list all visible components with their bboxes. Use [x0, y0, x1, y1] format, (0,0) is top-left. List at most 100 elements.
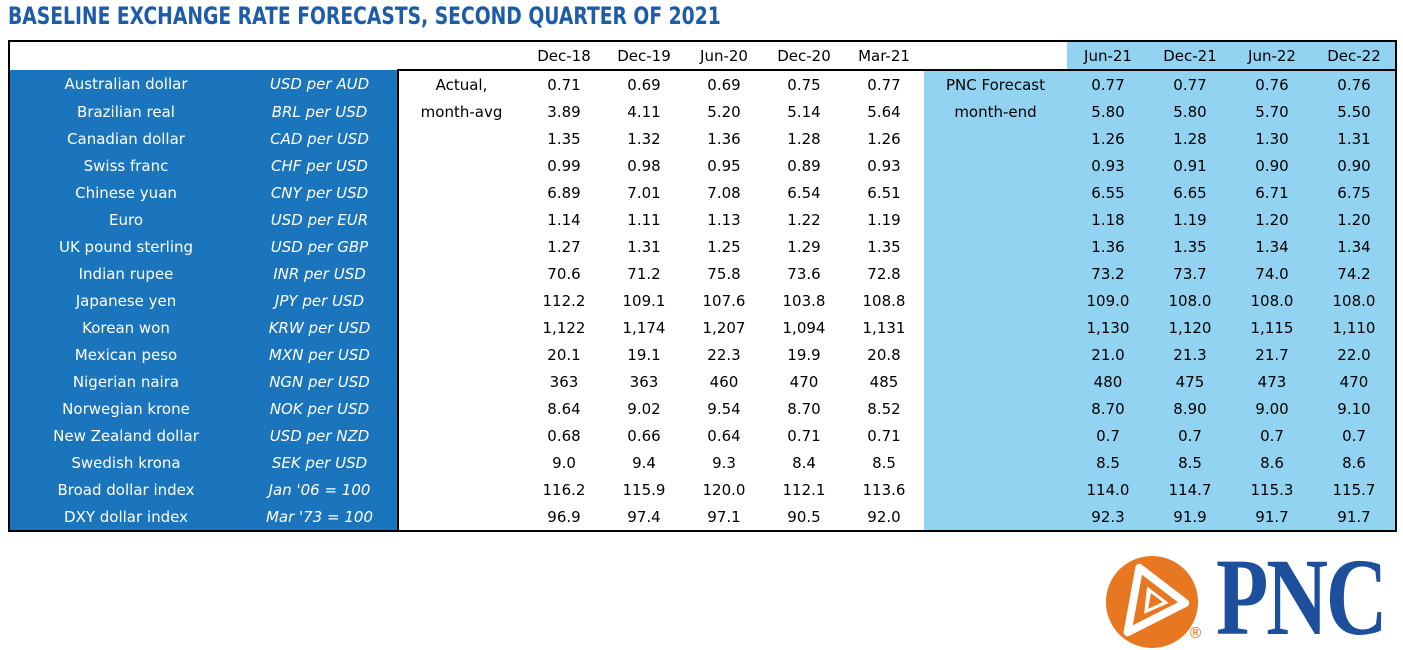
forecast-label-cell: [924, 179, 1067, 206]
actual-value-cell: 5.64: [844, 98, 924, 125]
forecast-value-cell: 21.7: [1231, 341, 1313, 368]
unit-cell: NOK per USD: [242, 395, 398, 422]
actual-value-cell: 97.4: [604, 503, 684, 531]
actual-value-cell: 9.3: [684, 449, 764, 476]
forecast-value-cell: 0.7: [1231, 422, 1313, 449]
unit-cell: JPY per USD: [242, 287, 398, 314]
actual-value-cell: 112.2: [524, 287, 604, 314]
forecast-value-cell: 1.20: [1231, 206, 1313, 233]
currency-name-cell: Swedish krona: [9, 449, 242, 476]
actual-value-cell: 8.52: [844, 395, 924, 422]
forecast-column-header: Dec-21: [1149, 41, 1231, 71]
actual-value-cell: 0.71: [844, 422, 924, 449]
forecast-value-cell: 73.2: [1067, 260, 1149, 287]
forecast-value-cell: 1,130: [1067, 314, 1149, 341]
actual-value-cell: 0.99: [524, 152, 604, 179]
table-row: Indian rupee INR per USD 70.6 71.2 75.8 73.6 7…: [9, 260, 1396, 287]
forecast-value-cell: 5.80: [1149, 98, 1231, 125]
actual-value-cell: 1.35: [844, 233, 924, 260]
currency-name-cell: Broad dollar index: [9, 476, 242, 503]
actual-value-cell: 1,094: [764, 314, 844, 341]
actual-value-cell: 92.0: [844, 503, 924, 531]
actual-label-cell: [397, 449, 524, 476]
table-row: Swedish krona SEK per USD 9.0 9.4 9.3 8.4 8.5 8…: [9, 449, 1396, 476]
forecast-value-cell: 0.7: [1067, 422, 1149, 449]
actual-value-cell: 5.20: [684, 98, 764, 125]
actual-value-cell: 1.32: [604, 125, 684, 152]
currency-name-cell: DXY dollar index: [9, 503, 242, 531]
forecast-value-cell: 74.0: [1231, 260, 1313, 287]
actual-value-cell: 8.64: [524, 395, 604, 422]
registered-mark: ®: [1188, 624, 1203, 642]
actual-value-cell: 1,174: [604, 314, 684, 341]
actual-value-cell: 1.31: [604, 233, 684, 260]
actual-value-cell: 113.6: [844, 476, 924, 503]
unit-cell: Jan '06 = 100: [242, 476, 398, 503]
unit-cell: KRW per USD: [242, 314, 398, 341]
actual-column-header: Dec-20: [764, 41, 844, 71]
forecast-value-cell: 109.0: [1067, 287, 1149, 314]
forecast-value-cell: 0.7: [1149, 422, 1231, 449]
pnc-emblem-icon: [1105, 555, 1199, 649]
actual-label-cell: [397, 260, 524, 287]
forecast-value-cell: 1.34: [1231, 233, 1313, 260]
table-row: Brazilian real BRL per USD month-avg 3.89 4.…: [9, 98, 1396, 125]
actual-label-cell: [397, 179, 524, 206]
actual-value-cell: 20.8: [844, 341, 924, 368]
actual-value-cell: 460: [684, 368, 764, 395]
forecast-value-cell: 9.00: [1231, 395, 1313, 422]
forecast-label-cell: [924, 341, 1067, 368]
actual-value-cell: 1,122: [524, 314, 604, 341]
table-row: UK pound sterling USD per GBP 1.27 1.31 1.25…: [9, 233, 1396, 260]
forecast-value-cell: 21.0: [1067, 341, 1149, 368]
currency-name-cell: Nigerian naira: [9, 368, 242, 395]
forecast-value-cell: 108.0: [1231, 287, 1313, 314]
actual-value-cell: 0.77: [844, 70, 924, 98]
table-row: Canadian dollar CAD per USD 1.35 1.32 1.36 1.…: [9, 125, 1396, 152]
forecast-value-cell: 0.76: [1313, 70, 1396, 98]
forecast-value-cell: 114.0: [1067, 476, 1149, 503]
forecast-value-cell: 1,110: [1313, 314, 1396, 341]
forecast-value-cell: 73.7: [1149, 260, 1231, 287]
header-spacer-name: [9, 41, 242, 70]
forecast-label-cell: [924, 206, 1067, 233]
currency-name-cell: Australian dollar: [9, 70, 242, 98]
forecast-label-cell: PNC Forecast: [924, 70, 1067, 98]
currency-name-cell: Brazilian real: [9, 98, 242, 125]
actual-value-cell: 1.14: [524, 206, 604, 233]
actual-value-cell: 103.8: [764, 287, 844, 314]
unit-cell: CHF per USD: [242, 152, 398, 179]
table-row: Korean won KRW per USD 1,122 1,174 1,207 1,09…: [9, 314, 1396, 341]
forecast-value-cell: 1,115: [1231, 314, 1313, 341]
actual-value-cell: 470: [764, 368, 844, 395]
forecast-value-cell: 8.90: [1149, 395, 1231, 422]
forecast-label-cell: [924, 233, 1067, 260]
forecast-value-cell: 91.7: [1231, 503, 1313, 531]
actual-label-cell: [397, 206, 524, 233]
actual-value-cell: 1.27: [524, 233, 604, 260]
actual-value-cell: 8.4: [764, 449, 844, 476]
forecast-value-cell: 6.75: [1313, 179, 1396, 206]
table-row: Japanese yen JPY per USD 112.2 109.1 107.6 10…: [9, 287, 1396, 314]
unit-cell: USD per GBP: [242, 233, 398, 260]
forecast-value-cell: 0.77: [1067, 70, 1149, 98]
actual-value-cell: 0.71: [764, 422, 844, 449]
forecast-value-cell: 1.28: [1149, 125, 1231, 152]
forecast-label-cell: [924, 422, 1067, 449]
currency-name-cell: Chinese yuan: [9, 179, 242, 206]
currency-name-cell: Japanese yen: [9, 287, 242, 314]
actual-label-cell: [397, 395, 524, 422]
forecast-column-header: Jun-22: [1231, 41, 1313, 71]
actual-value-cell: 363: [604, 368, 684, 395]
forecast-value-cell: 0.91: [1149, 152, 1231, 179]
forecast-value-cell: 5.80: [1067, 98, 1149, 125]
table-row: DXY dollar index Mar '73 = 100 96.9 97.4 97.…: [9, 503, 1396, 531]
unit-cell: USD per NZD: [242, 422, 398, 449]
forecast-value-cell: 1.36: [1067, 233, 1149, 260]
unit-cell: NGN per USD: [242, 368, 398, 395]
currency-name-cell: Swiss franc: [9, 152, 242, 179]
unit-cell: BRL per USD: [242, 98, 398, 125]
actual-value-cell: 7.08: [684, 179, 764, 206]
actual-column-header: Mar-21: [844, 41, 924, 71]
